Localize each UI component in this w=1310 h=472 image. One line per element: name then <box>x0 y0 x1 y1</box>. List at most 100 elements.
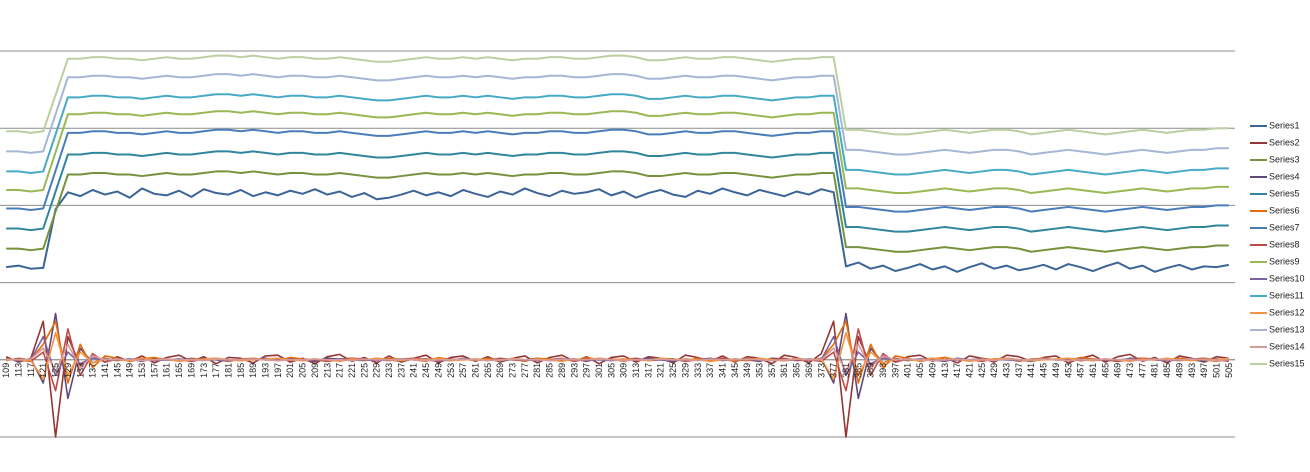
legend-label: Series9 <box>1269 256 1300 266</box>
series-line <box>6 170 1229 253</box>
x-tick-label: 149 <box>125 363 135 378</box>
x-tick-label: 141 <box>100 363 110 378</box>
x-tick-label: 253 <box>446 363 456 378</box>
legend-label: Series8 <box>1269 239 1300 249</box>
series-line <box>6 110 1229 195</box>
x-tick-label: 197 <box>273 363 283 378</box>
x-tick-label: 293 <box>569 363 579 378</box>
x-tick-label: 165 <box>174 363 184 378</box>
x-tick-label: 205 <box>298 363 308 378</box>
x-tick-label: 473 <box>1125 363 1135 378</box>
series-line <box>6 343 1229 373</box>
x-tick-label: 341 <box>717 363 727 378</box>
x-tick-label: 129 <box>63 363 73 378</box>
x-tick-label: 405 <box>915 363 925 378</box>
series-line <box>6 93 1229 176</box>
x-tick-label: 269 <box>495 363 505 378</box>
legend-label: Series6 <box>1269 205 1300 215</box>
x-tick-label: 117 <box>26 363 36 377</box>
legend-label: Series5 <box>1269 188 1300 198</box>
x-tick-label: 385 <box>853 363 863 378</box>
x-tick-label: 265 <box>483 363 493 378</box>
x-tick-label: 185 <box>236 363 246 378</box>
x-tick-label: 501 <box>1211 363 1221 378</box>
series-line <box>6 54 1229 136</box>
x-tick-label: 177 <box>211 363 221 378</box>
x-tick-label: 209 <box>310 363 320 378</box>
legend-label: Series4 <box>1269 171 1300 181</box>
legend-label: Series14 <box>1269 341 1305 351</box>
x-tick-label: 193 <box>261 363 271 378</box>
x-tick-label: 433 <box>1002 363 1012 378</box>
x-tick-label: 441 <box>1026 363 1036 378</box>
x-tick-label: 429 <box>989 363 999 378</box>
x-tick-label: 145 <box>112 363 122 378</box>
x-tick-label: 329 <box>680 363 690 378</box>
x-tick-label: 285 <box>545 363 555 378</box>
x-tick-label: 445 <box>1039 363 1049 378</box>
x-tick-label: 313 <box>631 363 641 378</box>
x-tick-label: 381 <box>841 363 851 378</box>
x-tick-label: 333 <box>693 363 703 378</box>
x-tick-label: 189 <box>248 363 258 378</box>
x-tick-label: 409 <box>927 363 937 378</box>
x-tick-label: 241 <box>409 363 419 378</box>
x-tick-label: 137 <box>88 363 98 378</box>
x-tick-label: 497 <box>1199 363 1209 378</box>
series-line <box>6 73 1229 156</box>
x-tick-label: 461 <box>1088 363 1098 378</box>
x-tick-label: 357 <box>767 363 777 378</box>
x-tick-label: 133 <box>75 363 85 378</box>
x-tick-label: 349 <box>742 363 752 378</box>
x-tick-label: 413 <box>940 363 950 378</box>
x-tick-label: 389 <box>866 363 876 378</box>
x-tick-label: 261 <box>470 363 480 378</box>
x-tick-label: 369 <box>804 363 814 378</box>
x-tick-label: 421 <box>964 363 974 378</box>
x-tick-label: 485 <box>1162 363 1172 378</box>
x-tick-label: 213 <box>322 363 332 378</box>
x-tick-label: 345 <box>730 363 740 378</box>
x-tick-label: 121 <box>38 363 48 378</box>
x-tick-label: 505 <box>1224 363 1234 378</box>
legend: Series1 Series2 Series3 Series4 Series5 Serie… <box>1250 120 1305 368</box>
x-tick-label: 321 <box>656 363 666 378</box>
x-tick-label: 457 <box>1076 363 1086 378</box>
legend-label: Series13 <box>1269 324 1305 334</box>
x-tick-label: 257 <box>458 363 468 378</box>
series-line <box>5 320 1229 438</box>
x-tick-label: 249 <box>433 363 443 378</box>
x-tick-label: 353 <box>755 363 765 378</box>
series-line <box>6 187 1230 273</box>
x-tick-label: 437 <box>1014 363 1024 378</box>
legend-label: Series11 <box>1269 290 1304 300</box>
x-tick-label: 425 <box>977 363 987 378</box>
x-tick-label: 465 <box>1100 363 1110 378</box>
x-tick-label: 393 <box>878 363 888 378</box>
x-tick-label: 469 <box>1113 363 1123 378</box>
x-tick-label: 417 <box>952 363 962 378</box>
x-tick-label: 453 <box>1063 363 1073 378</box>
series-line <box>6 150 1229 233</box>
x-tick-label: 245 <box>421 363 431 378</box>
x-tick-label: 113 <box>14 363 24 377</box>
x-tick-label: 109 <box>1 363 11 378</box>
x-tick-label: 277 <box>520 363 530 378</box>
x-tick-label: 217 <box>335 363 345 378</box>
x-tick-label: 229 <box>372 363 382 378</box>
legend-label: Series1 <box>1269 120 1300 130</box>
x-tick-label: 305 <box>606 363 616 378</box>
x-tick-label: 317 <box>643 363 653 378</box>
x-tick-label: 477 <box>1137 363 1147 378</box>
x-tick-label: 365 <box>792 363 802 378</box>
x-tick-label: 281 <box>532 363 542 378</box>
x-tick-label: 309 <box>619 363 629 378</box>
x-tick-label: 481 <box>1150 363 1160 378</box>
legend-label: Series12 <box>1269 307 1305 317</box>
x-tick-label: 493 <box>1187 363 1197 378</box>
legend-label: Series15 <box>1269 358 1305 368</box>
x-tick-label: 297 <box>582 363 592 378</box>
legend-label: Series7 <box>1269 222 1300 232</box>
x-tick-label: 377 <box>829 363 839 378</box>
